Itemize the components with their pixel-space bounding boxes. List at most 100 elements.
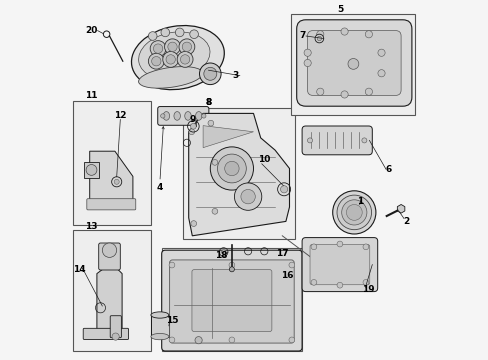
Circle shape bbox=[182, 42, 191, 51]
Circle shape bbox=[224, 161, 239, 176]
Text: 10: 10 bbox=[258, 154, 270, 163]
Circle shape bbox=[361, 138, 366, 143]
Text: 6: 6 bbox=[385, 165, 391, 174]
Polygon shape bbox=[203, 126, 253, 148]
Text: 9: 9 bbox=[189, 115, 195, 124]
Text: 7: 7 bbox=[298, 31, 305, 40]
Circle shape bbox=[217, 154, 246, 183]
Text: 20: 20 bbox=[85, 26, 98, 35]
Circle shape bbox=[332, 191, 375, 234]
Circle shape bbox=[102, 243, 117, 257]
Bar bbox=[84, 162, 99, 178]
Circle shape bbox=[114, 179, 119, 184]
Circle shape bbox=[316, 31, 323, 38]
Circle shape bbox=[317, 36, 321, 41]
Text: 18: 18 bbox=[214, 251, 227, 260]
Circle shape bbox=[316, 88, 323, 95]
Circle shape bbox=[169, 262, 175, 268]
Circle shape bbox=[229, 267, 234, 272]
Circle shape bbox=[288, 262, 294, 268]
Circle shape bbox=[180, 55, 189, 64]
Ellipse shape bbox=[184, 112, 191, 120]
Circle shape bbox=[362, 244, 368, 250]
Circle shape bbox=[175, 28, 183, 37]
FancyBboxPatch shape bbox=[162, 250, 302, 351]
Circle shape bbox=[207, 120, 213, 126]
Circle shape bbox=[188, 129, 194, 135]
FancyBboxPatch shape bbox=[158, 107, 208, 125]
Circle shape bbox=[212, 159, 217, 165]
Ellipse shape bbox=[138, 67, 203, 88]
Circle shape bbox=[167, 42, 177, 51]
Ellipse shape bbox=[151, 333, 168, 340]
Circle shape bbox=[346, 204, 362, 220]
Circle shape bbox=[201, 114, 205, 118]
Circle shape bbox=[288, 337, 294, 343]
Circle shape bbox=[280, 186, 287, 193]
Circle shape bbox=[336, 241, 342, 247]
Circle shape bbox=[195, 337, 202, 344]
Bar bbox=[151, 315, 168, 337]
Circle shape bbox=[314, 34, 323, 43]
Text: 17: 17 bbox=[275, 249, 288, 258]
Circle shape bbox=[151, 57, 161, 66]
Circle shape bbox=[148, 32, 157, 40]
FancyBboxPatch shape bbox=[309, 244, 369, 285]
Circle shape bbox=[190, 221, 196, 226]
Circle shape bbox=[310, 279, 316, 285]
Text: 2: 2 bbox=[403, 217, 409, 226]
FancyBboxPatch shape bbox=[192, 270, 271, 332]
Bar bbox=[183, 108, 294, 239]
Ellipse shape bbox=[138, 32, 209, 80]
Ellipse shape bbox=[163, 112, 169, 120]
Ellipse shape bbox=[195, 112, 202, 120]
Circle shape bbox=[336, 195, 371, 230]
Ellipse shape bbox=[174, 112, 180, 120]
Polygon shape bbox=[397, 204, 404, 213]
Text: 11: 11 bbox=[85, 91, 98, 100]
Circle shape bbox=[212, 208, 217, 214]
Text: 8: 8 bbox=[205, 98, 211, 107]
Circle shape bbox=[199, 63, 221, 85]
FancyBboxPatch shape bbox=[307, 31, 400, 95]
Circle shape bbox=[164, 39, 180, 55]
Text: 3: 3 bbox=[232, 71, 238, 80]
Circle shape bbox=[179, 39, 194, 55]
Circle shape bbox=[150, 41, 166, 57]
Ellipse shape bbox=[151, 312, 168, 318]
Circle shape bbox=[340, 91, 347, 98]
Text: 1: 1 bbox=[356, 197, 362, 206]
FancyBboxPatch shape bbox=[302, 126, 371, 155]
Circle shape bbox=[161, 28, 169, 37]
Circle shape bbox=[228, 262, 234, 268]
Circle shape bbox=[163, 51, 178, 67]
Circle shape bbox=[365, 31, 372, 38]
Circle shape bbox=[221, 250, 225, 254]
Circle shape bbox=[347, 58, 358, 69]
Circle shape bbox=[304, 49, 310, 57]
Text: 14: 14 bbox=[72, 266, 85, 274]
Circle shape bbox=[310, 244, 316, 250]
Circle shape bbox=[203, 67, 216, 80]
Circle shape bbox=[362, 279, 368, 285]
Circle shape bbox=[228, 337, 234, 343]
FancyBboxPatch shape bbox=[99, 243, 120, 270]
FancyBboxPatch shape bbox=[296, 20, 411, 106]
Bar bbox=[162, 248, 302, 351]
FancyBboxPatch shape bbox=[110, 316, 121, 338]
Circle shape bbox=[153, 44, 163, 53]
Circle shape bbox=[112, 333, 119, 340]
Polygon shape bbox=[89, 151, 133, 205]
Circle shape bbox=[336, 282, 342, 288]
Text: 12: 12 bbox=[114, 111, 126, 120]
FancyBboxPatch shape bbox=[87, 199, 136, 210]
FancyBboxPatch shape bbox=[302, 238, 377, 292]
Circle shape bbox=[189, 30, 198, 39]
Circle shape bbox=[166, 55, 175, 64]
Bar bbox=[73, 230, 151, 351]
Circle shape bbox=[169, 337, 175, 343]
Circle shape bbox=[377, 69, 385, 77]
Circle shape bbox=[304, 59, 310, 67]
Text: 13: 13 bbox=[85, 222, 98, 231]
Circle shape bbox=[160, 114, 164, 118]
